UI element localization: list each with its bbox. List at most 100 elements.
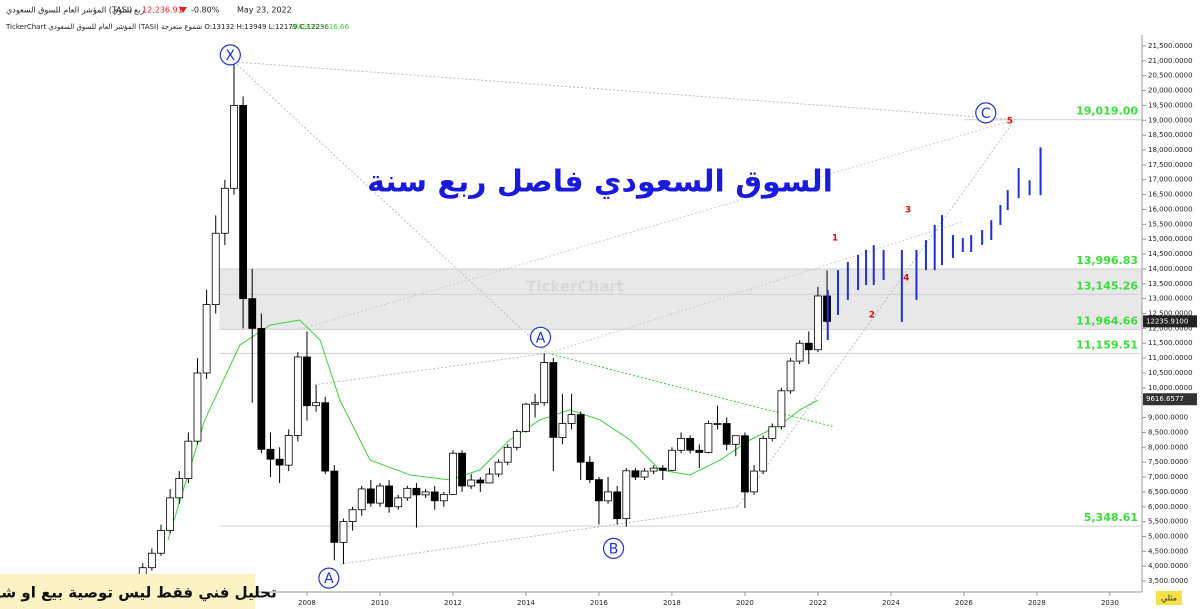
pattern-point — [318, 567, 340, 589]
down-arrow — [179, 7, 187, 13]
candle-body — [385, 485, 393, 508]
candle-body — [394, 497, 403, 508]
price-tag — [1143, 315, 1197, 328]
y-tick-label: 5,000.0000 — [1148, 532, 1188, 540]
y-tick-label: 6,500.0000 — [1148, 488, 1188, 496]
candle-body — [275, 458, 284, 466]
candle-body — [567, 414, 576, 424]
plot-area: TickerChart 3,500.0000 4,000.0000 4,500.000… — [0, 35, 1197, 609]
candle-body — [622, 470, 631, 520]
candle-body — [741, 435, 749, 493]
pattern-label: A — [324, 571, 334, 587]
y-tick-label: 21,000.0000 — [1148, 57, 1193, 65]
candle-body — [348, 509, 357, 523]
candle-body — [485, 473, 494, 484]
candle-body — [804, 342, 813, 351]
candle-body — [686, 437, 695, 451]
candle-body — [284, 435, 293, 466]
pattern-label: B — [609, 541, 619, 557]
y-tick-label: 12,000.0000 — [1148, 324, 1193, 332]
candle-body — [321, 402, 330, 472]
trend-line — [314, 352, 548, 386]
candle-body — [668, 449, 676, 471]
level-label: 11,964.66 — [1076, 314, 1138, 327]
x-tick-label: 2022 — [809, 599, 827, 607]
candle-body — [595, 479, 603, 502]
y-tick-label: 18,500.0000 — [1148, 131, 1193, 139]
candle-body — [339, 521, 348, 543]
candle-body — [786, 360, 795, 392]
x-tick-label: 2028 — [1028, 599, 1046, 607]
header-name: المؤشر العام للسوق السعودي (TASI) — [6, 6, 132, 15]
y-tick-label: 4,500.0000 — [1148, 547, 1188, 555]
x-tick-label: 2026 — [955, 599, 973, 607]
candle-body — [576, 414, 585, 463]
level-label: 13,145.26 — [1076, 279, 1138, 292]
candle-body — [211, 232, 220, 305]
disclaimer-box — [0, 574, 255, 609]
y-tick-label: 19,000.0000 — [1148, 116, 1193, 124]
candle-body — [722, 423, 731, 445]
x-tick-label: 2010 — [371, 599, 389, 607]
pattern-label: X — [226, 48, 236, 64]
y-tick-label: 14,000.0000 — [1148, 265, 1193, 273]
candle-body — [503, 446, 512, 463]
candle-body — [449, 452, 457, 495]
header-price: 12,236.91 — [142, 6, 183, 15]
candle-body — [147, 552, 156, 569]
trend-line — [339, 506, 738, 565]
candle-body — [467, 479, 476, 487]
wave-label: 4 — [903, 273, 909, 283]
x-tick-label: 2018 — [663, 599, 681, 607]
candle-body — [366, 488, 375, 504]
candle-body — [768, 426, 777, 439]
candle-body — [412, 487, 421, 496]
y-tick-label: 20,000.0000 — [1148, 87, 1193, 95]
trend-line — [233, 61, 1016, 121]
pattern-point — [602, 537, 625, 559]
candle-body — [157, 530, 165, 554]
y-tick-label: 11,500.0000 — [1148, 339, 1193, 347]
candle-body — [750, 470, 758, 493]
candle-body — [312, 402, 320, 407]
y-tick-label: 21,500.0000 — [1148, 42, 1193, 50]
y-tick-label: 9,000.0000 — [1148, 414, 1188, 422]
trend-line — [547, 220, 965, 354]
candle-body — [494, 461, 503, 475]
candle-body — [458, 452, 466, 487]
candle-body — [522, 403, 530, 432]
candle-body — [531, 402, 539, 405]
candle-body — [303, 356, 311, 407]
candle-body — [403, 487, 412, 499]
candle-body — [376, 485, 384, 504]
watermark: TickerChart — [526, 278, 624, 296]
price-tag — [1143, 393, 1197, 406]
price-tag-label: 9616.6577 — [1146, 395, 1184, 403]
pattern-label: C — [981, 106, 991, 122]
candle-body — [421, 491, 430, 496]
y-tick-label: 16,000.0000 — [1148, 205, 1193, 213]
level-label: 19,019.00 — [1076, 105, 1138, 118]
y-tick-label: 7,500.0000 — [1148, 458, 1188, 466]
candle-body — [512, 430, 521, 448]
y-tick-label: 18,000.0000 — [1148, 146, 1193, 154]
y-tick-label: 19,500.0000 — [1148, 101, 1193, 109]
level-label: 11,159.51 — [1076, 338, 1138, 351]
x-tick-label: 2024 — [882, 599, 900, 607]
y-tick-label: 13,000.0000 — [1148, 295, 1193, 303]
header-ma-value: 9616.66 — [320, 23, 349, 31]
candle-body — [677, 437, 685, 451]
candle-body — [713, 423, 722, 425]
level-label: 13,996.83 — [1076, 254, 1138, 267]
y-tick-label: 4,000.0000 — [1148, 562, 1188, 570]
candle-body — [731, 435, 740, 445]
candle-body — [193, 372, 202, 442]
candle-body — [430, 491, 439, 502]
x-tick-label: 2016 — [590, 599, 608, 607]
candle-body — [248, 298, 257, 329]
candle-body — [640, 470, 649, 478]
level-label: 5,348.61 — [1084, 511, 1138, 524]
candle-body — [330, 470, 339, 543]
